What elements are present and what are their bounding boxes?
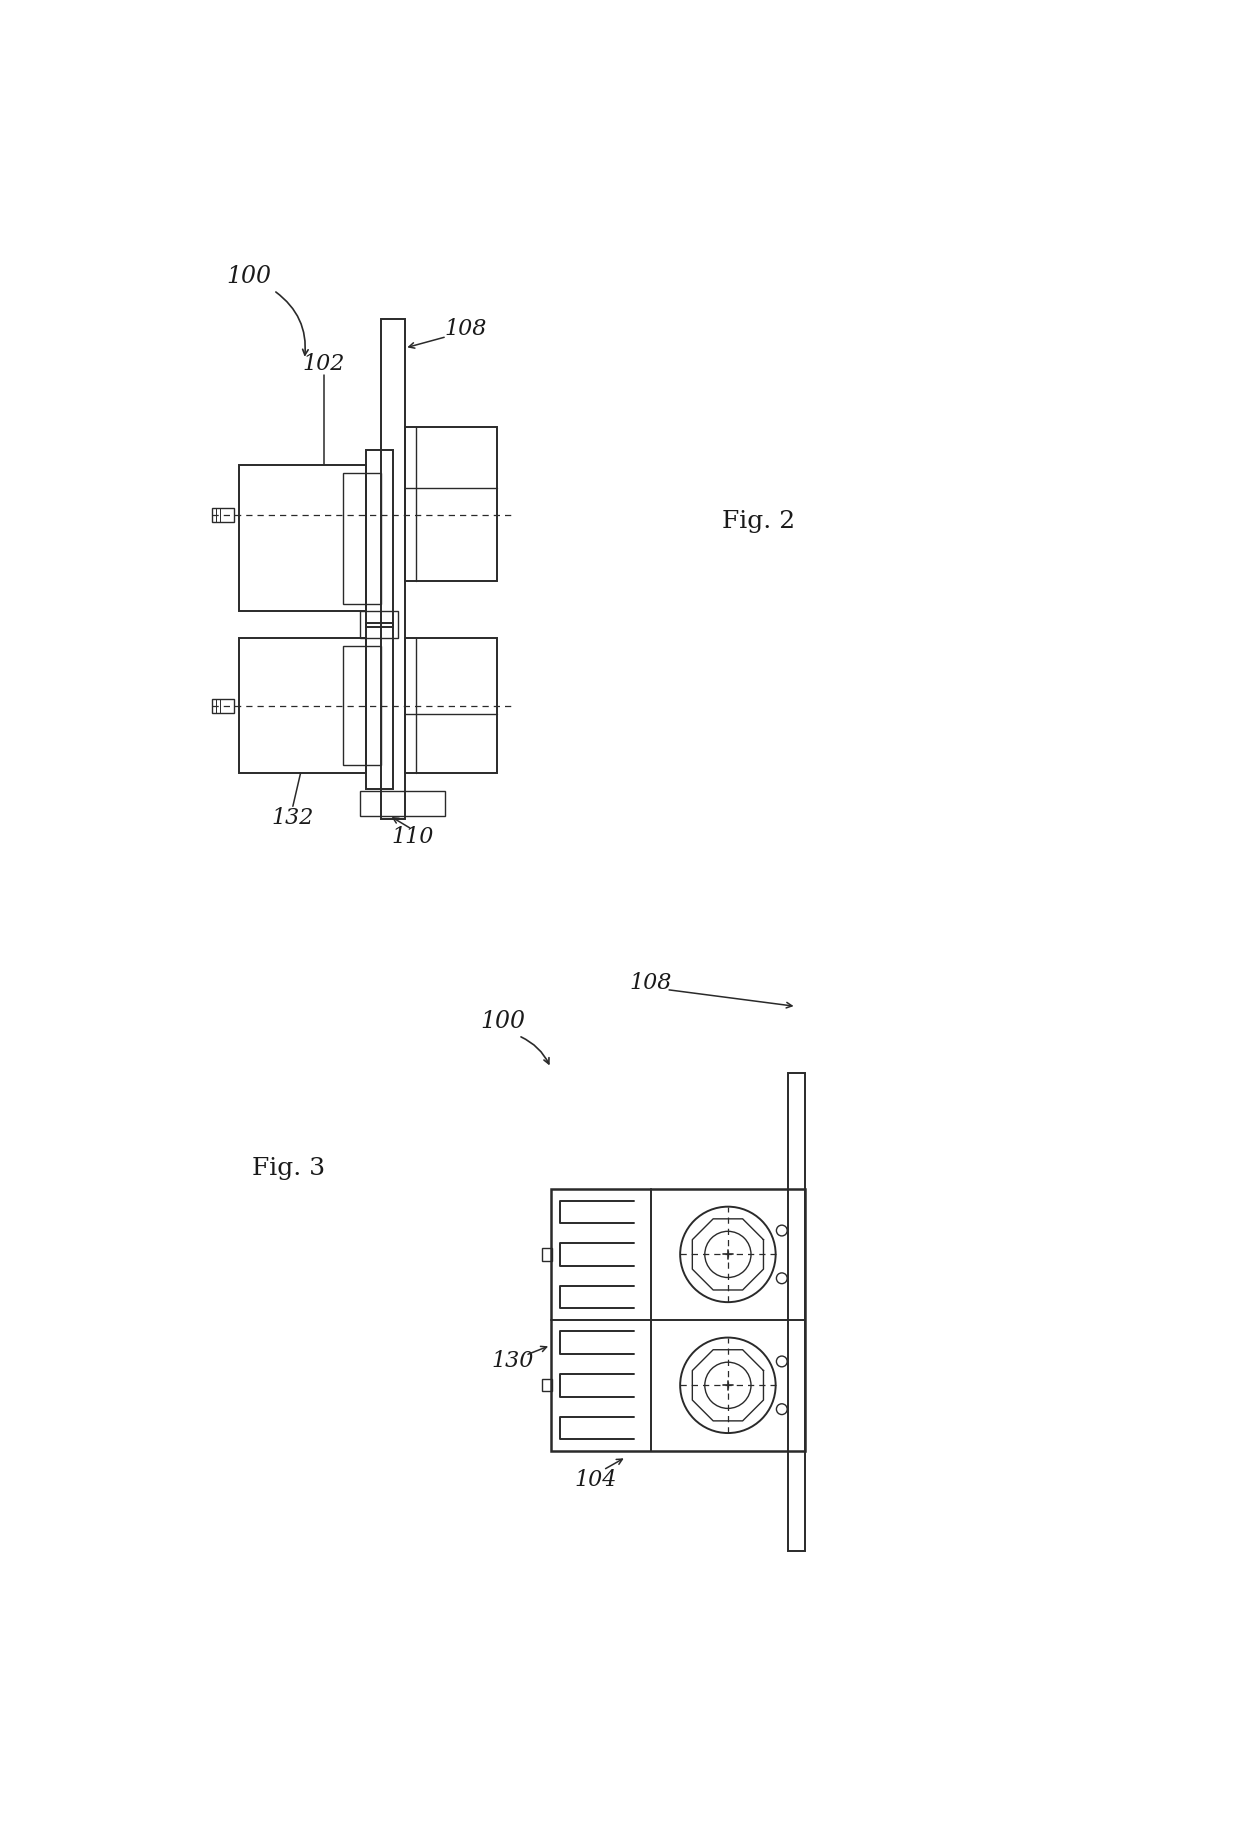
- Text: 100: 100: [481, 1010, 526, 1034]
- Bar: [366, 623, 393, 789]
- Text: 110: 110: [391, 826, 434, 848]
- Bar: [542, 1380, 552, 1391]
- Bar: [343, 472, 382, 603]
- Text: 108: 108: [630, 972, 672, 994]
- Bar: [343, 645, 382, 766]
- Bar: [366, 450, 393, 627]
- Text: 100: 100: [227, 264, 272, 288]
- Bar: [382, 319, 404, 819]
- Text: 104: 104: [574, 1469, 616, 1491]
- Text: 132: 132: [272, 808, 314, 829]
- Bar: [404, 427, 497, 582]
- Bar: [542, 1249, 552, 1260]
- Bar: [787, 1074, 805, 1551]
- Text: 130: 130: [491, 1349, 533, 1371]
- Text: Fig. 2: Fig. 2: [722, 510, 795, 532]
- Bar: [212, 509, 233, 521]
- Bar: [404, 638, 497, 773]
- Text: Fig. 3: Fig. 3: [253, 1156, 326, 1179]
- Bar: [212, 700, 233, 713]
- Bar: [239, 465, 366, 611]
- Bar: [360, 611, 398, 638]
- Bar: [360, 791, 444, 815]
- Bar: [551, 1189, 805, 1451]
- Text: 102: 102: [303, 352, 345, 374]
- Bar: [239, 638, 366, 773]
- Text: 108: 108: [445, 317, 487, 339]
